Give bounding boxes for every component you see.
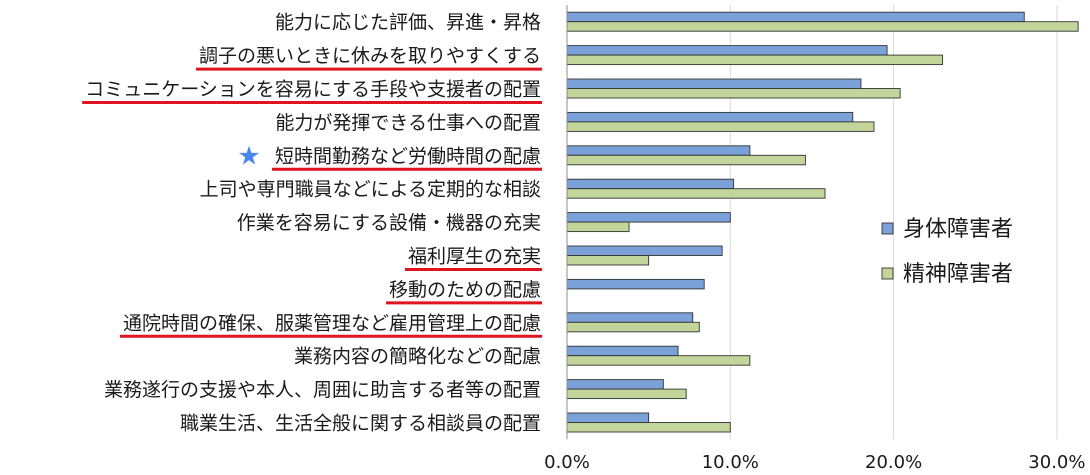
category-labels: 能力に応じた評価、昇進・昇格調子の悪いときに休みを取りやすくするコミュニケーショ… [82,12,542,435]
category-label-12: 職業生活、生活全般に関する相談員の配置 [180,413,541,435]
category-label-2: コミュニケーションを容易にする手段や支援者の配置 [85,79,541,101]
category-label-5: 上司や専門職員などによる定期的な相談 [200,179,541,201]
bar-s2-row-10 [566,355,751,366]
bar-s2-row-2 [566,88,901,99]
bar-s1-row-3 [566,111,854,123]
legend-label-series-2: 精神障害者 [903,262,1013,287]
bar-s1-row-10 [566,345,679,357]
x-tick-label-3: 30.0% [1028,452,1085,473]
x-tick-labels: 0.0% 10.0% 20.0% 30.0% [544,452,1085,473]
category-label-11: 業務遂行の支援や本人、周囲に助言する者等の配置 [104,379,541,401]
x-tick-label-0: 0.0% [544,452,590,473]
bar-s2-row-11 [566,388,687,400]
category-label-9: 通院時間の確保、服薬管理など雇用管理上の配慮 [123,312,541,334]
bar-s1-row-0 [566,11,1025,23]
bar-s2-row-6 [566,221,630,233]
bar-s1-row-1 [566,45,888,56]
bar-s2-row-9 [566,321,700,333]
bar-s2-row-12 [566,422,731,433]
bar-s1-row-8 [566,278,705,290]
bar-s2-row-4 [566,154,806,166]
category-label-6: 作業を容易にする設備・機器の充実 [237,212,541,234]
category-label-7: 福利厚生の充実 [408,246,541,268]
bar-s2-row-3 [566,121,875,132]
bar-s1-row-5 [566,178,735,190]
bar-s2-row-1 [566,54,944,66]
category-label-0: 能力に応じた評価、昇進・昇格 [275,12,541,34]
category-label-4: 短時間勤務など労働時間の配慮 [275,145,541,167]
category-label-1: 調子の悪いときに休みを取りやすくする [199,45,541,67]
bar-s1-row-7 [566,245,723,256]
legend-swatch-series-2 [881,267,894,280]
legend: 身体障害者 精神障害者 [881,217,1013,287]
bar-s1-row-2 [566,78,862,89]
bar-s1-row-11 [566,379,664,390]
category-label-3: 能力が発揮できる仕事への配置 [275,112,541,134]
category-label-8: 移動のための配慮 [389,279,541,301]
legend-swatch-series-1 [881,222,894,235]
category-label-10: 業務内容の簡略化などの配慮 [294,346,541,368]
bar-s1-row-9 [566,312,694,323]
bar-s2-row-0 [566,21,1079,32]
x-tick-label-2: 20.0% [865,452,922,473]
bar-s1-row-12 [566,412,650,423]
bar-s2-row-7 [566,255,650,266]
legend-label-series-1: 身体障害者 [903,217,1013,242]
bar-s2-row-5 [566,188,826,199]
bar-s1-row-4 [566,145,751,156]
star-icon: ★ [237,141,260,171]
bar-s1-row-6 [566,212,731,223]
x-tick-label-1: 10.0% [702,452,759,473]
